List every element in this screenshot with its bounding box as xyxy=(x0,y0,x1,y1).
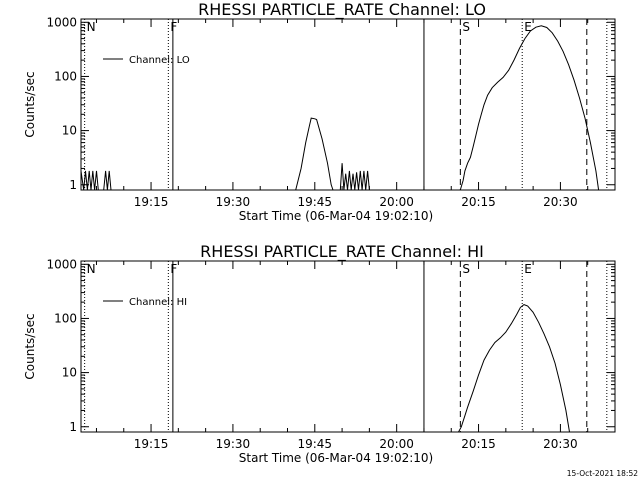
x-tick-label: 19:45 xyxy=(297,195,332,209)
x-tick-label: 19:30 xyxy=(216,195,251,209)
y-tick-label: 1000 xyxy=(46,15,77,29)
x-tick-label: 19:45 xyxy=(297,437,332,451)
y-tick-label: 10 xyxy=(62,124,77,138)
x-tick-label: 19:15 xyxy=(134,437,169,451)
y-tick-label: 1 xyxy=(69,420,77,434)
y-tick-label: 100 xyxy=(54,311,77,325)
x-tick-label: 19:15 xyxy=(134,195,169,209)
data-series-line xyxy=(80,25,600,191)
event-marker-label: F xyxy=(170,262,177,276)
legend-entry: Channel: HI xyxy=(129,297,187,308)
x-tick-label: 20:00 xyxy=(379,195,414,209)
x-axis-label: Start Time (06-Mar-04 19:02:10) xyxy=(239,209,433,223)
event-marker-label: S xyxy=(462,20,470,34)
y-tick-label: 1000 xyxy=(46,257,77,271)
footer-timestamp: 15-Oct-2021 18:52 xyxy=(567,469,638,478)
x-tick-label: 20:30 xyxy=(543,195,578,209)
x-tick-label: 20:00 xyxy=(379,437,414,451)
event-marker-label: N xyxy=(87,20,96,34)
y-tick-label: 1 xyxy=(69,178,77,192)
event-marker-label: N xyxy=(87,262,96,276)
event-marker-label: E xyxy=(524,262,532,276)
chart-panel-hi: RHESSI PARTICLE_RATE Channel: HI 19:15 19:… xyxy=(23,242,616,465)
event-marker-label: E xyxy=(524,20,532,34)
event-marker-label: F xyxy=(170,20,177,34)
legend-entry: Channel: LO xyxy=(129,55,190,66)
x-tick-label: 19:30 xyxy=(216,437,251,451)
y-axis-label: Counts/sec xyxy=(23,71,37,137)
y-tick-label: 100 xyxy=(54,69,77,83)
event-marker-label: S xyxy=(462,262,470,276)
data-series-line xyxy=(458,304,570,433)
x-axis-label: Start Time (06-Mar-04 19:02:10) xyxy=(239,451,433,465)
chart-title: RHESSI PARTICLE_RATE Channel: LO xyxy=(198,0,486,20)
x-tick-label: 20:30 xyxy=(543,437,578,451)
plot-frame xyxy=(80,18,616,191)
plot-frame xyxy=(80,260,616,433)
y-tick-label: 10 xyxy=(62,366,77,380)
x-tick-label: 20:15 xyxy=(461,437,496,451)
chart-title: RHESSI PARTICLE_RATE Channel: HI xyxy=(200,242,484,262)
chart-panel-lo: RHESSI PARTICLE_RATE Channel: LO 19:15 19:… xyxy=(23,0,616,223)
y-axis-label: Counts/sec xyxy=(23,313,37,379)
x-tick-label: 20:15 xyxy=(461,195,496,209)
